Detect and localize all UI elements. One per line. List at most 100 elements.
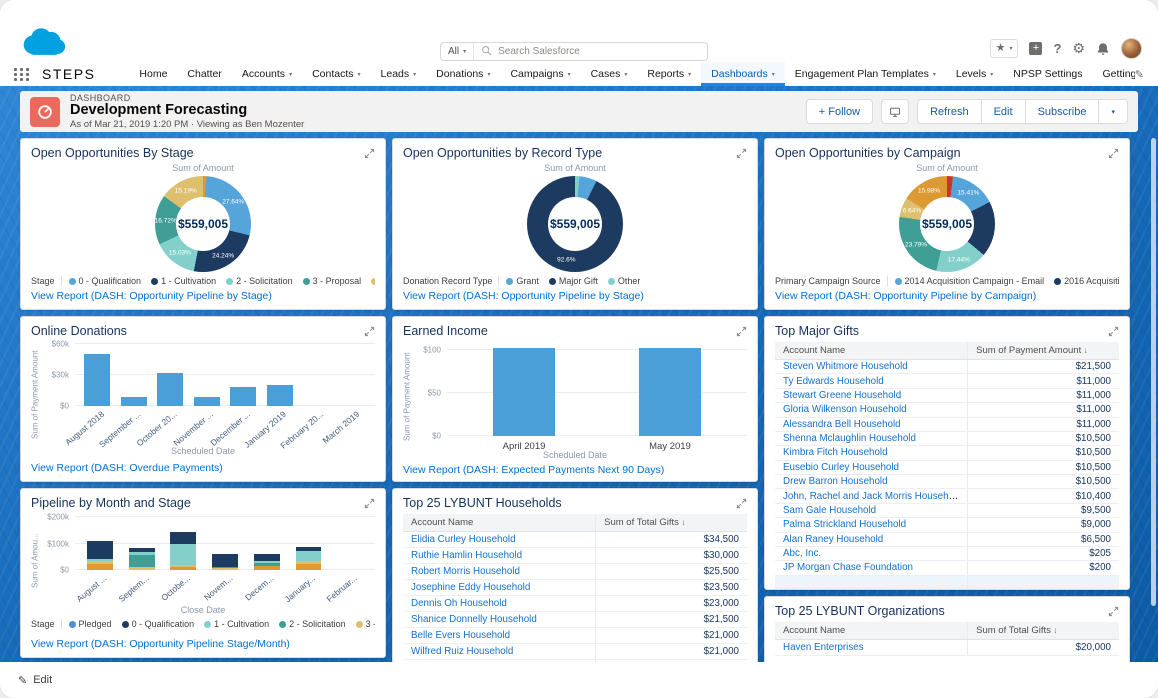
view-report-link[interactable]: View Report (DASH: Delinquent Accounts) <box>765 589 1129 590</box>
follow-button[interactable]: + Follow <box>805 99 874 124</box>
app-launcher-icon[interactable] <box>14 67 30 81</box>
nav-tab-accounts[interactable]: Accounts ▾ <box>241 68 293 80</box>
subscribe-button[interactable]: Subscribe <box>1025 99 1100 124</box>
stacked-bar[interactable] <box>295 516 322 570</box>
add-icon[interactable]: + <box>1029 42 1043 55</box>
slideshow-icon-button[interactable] <box>881 99 910 124</box>
account-link[interactable]: Haven Enterprises <box>783 642 864 653</box>
account-link[interactable]: Elidia Curley Household <box>411 534 516 545</box>
amount-cell: $30,000 <box>595 547 747 564</box>
account-link[interactable]: Ty Edwards Household <box>783 375 884 387</box>
bar[interactable] <box>193 396 220 406</box>
column-header[interactable]: Account Name <box>403 514 596 532</box>
account-link[interactable]: Eusebio Curley Household <box>783 461 899 473</box>
utility-icons: ★ ▾ + ? ⚙ <box>989 38 1142 59</box>
account-link[interactable]: Steven Whitmore Household <box>783 361 908 373</box>
column-header[interactable]: Sum of Payment Amount ↓ <box>967 342 1119 360</box>
expand-icon[interactable] <box>364 498 375 509</box>
bar[interactable] <box>230 387 257 406</box>
expand-icon[interactable] <box>364 148 375 159</box>
expand-icon[interactable] <box>736 326 747 337</box>
bar[interactable] <box>120 396 147 406</box>
account-link[interactable]: Alessandra Bell Household <box>783 418 901 430</box>
slice-percentage-label: 15.98% <box>917 187 940 195</box>
nav-tab-donations[interactable]: Donations ▾ <box>436 68 491 80</box>
nav-tab-dashboards[interactable]: Dashboards ▾ <box>701 62 785 86</box>
account-link[interactable]: Ruthie Hamlin Household <box>411 550 523 561</box>
stacked-bar[interactable] <box>212 516 238 570</box>
expand-icon[interactable] <box>1108 326 1119 337</box>
footer-edit-button[interactable]: Edit <box>33 674 53 686</box>
view-report-link[interactable]: View Report (DASH: Opportunity Pipeline … <box>31 638 290 650</box>
search-input[interactable] <box>492 46 707 57</box>
account-link[interactable]: Belle Evers Household <box>411 630 511 641</box>
stacked-bar[interactable] <box>253 516 280 570</box>
edit-button[interactable]: Edit <box>981 99 1026 124</box>
bar[interactable] <box>493 348 555 436</box>
view-report-link[interactable]: View Report (DASH: Opportunity Pipeline … <box>775 290 1037 302</box>
expand-icon[interactable] <box>736 498 747 509</box>
view-report-link[interactable]: View Report (DASH: Opportunity Pipeline … <box>403 290 644 302</box>
bar[interactable] <box>157 372 184 406</box>
donut-chart[interactable]: $559,005 92.6% <box>527 176 623 272</box>
nav-tab-npsp-settings[interactable]: NPSP Settings <box>1013 68 1083 80</box>
nav-tab-home[interactable]: Home <box>139 68 168 80</box>
avatar[interactable] <box>1121 38 1142 59</box>
nav-tab-contacts[interactable]: Contacts ▾ <box>312 68 361 80</box>
bar[interactable] <box>639 348 701 436</box>
column-header[interactable]: Sum of Total Gifts ↓ <box>595 514 747 532</box>
edit-nav-pencil-icon[interactable]: ✎ <box>1134 68 1144 81</box>
stacked-bar[interactable] <box>170 516 197 570</box>
stacked-bar[interactable] <box>86 516 113 570</box>
donut-chart[interactable]: $559,005 27.64% 24.24% 15.03% 16.72% 15.19% <box>155 176 251 272</box>
refresh-button[interactable]: Refresh <box>917 99 982 124</box>
account-link[interactable]: John, Rachel and Jack Morris Household <box>783 490 962 502</box>
account-link[interactable]: JP Morgan Chase Foundation <box>783 562 913 574</box>
favorites-button[interactable]: ★ ▾ <box>989 39 1019 58</box>
account-link[interactable]: Josephine Eddy Household <box>411 582 531 593</box>
account-link[interactable]: Dennis Oh Household <box>411 598 507 609</box>
account-link[interactable]: Alan Raney Household <box>783 533 884 545</box>
slice-percentage-label: 6.64% <box>902 207 922 215</box>
help-icon[interactable]: ? <box>1053 41 1062 56</box>
more-actions-button[interactable]: ▾ <box>1099 99 1128 124</box>
account-link[interactable]: Stewart Greene Household <box>783 389 902 401</box>
account-link[interactable]: Kimbra Fitch Household <box>783 447 888 459</box>
legend-dot <box>355 620 363 628</box>
account-link[interactable]: Drew Barron Household <box>783 476 888 488</box>
column-header[interactable]: Account Name <box>775 342 968 360</box>
nav-tab-leads[interactable]: Leads ▾ <box>380 68 417 80</box>
expand-icon[interactable] <box>1108 148 1119 159</box>
view-report-link[interactable]: View Report (DASH: Opportunity Pipeline … <box>31 290 272 302</box>
expand-icon[interactable] <box>364 326 375 337</box>
nav-tab-engagement-plan-templates[interactable]: Engagement Plan Templates ▾ <box>794 68 936 80</box>
nav-tab-getting-started[interactable]: Getting Started <box>1102 68 1135 80</box>
column-header[interactable]: Sum of Total Gifts ↓ <box>967 622 1119 640</box>
stacked-bar[interactable] <box>128 516 155 570</box>
account-link[interactable]: Gloria Wilkenson Household <box>783 404 907 416</box>
vertical-scrollbar[interactable] <box>1151 138 1156 606</box>
bar[interactable] <box>84 354 111 406</box>
column-header[interactable]: Account Name <box>775 622 968 640</box>
account-link[interactable]: Robert Morris Household <box>411 566 520 577</box>
account-link[interactable]: Wilfred Ruiz Household <box>411 646 514 657</box>
nav-tab-cases[interactable]: Cases ▾ <box>590 68 628 80</box>
gear-icon[interactable]: ⚙ <box>1072 40 1085 56</box>
bar[interactable] <box>266 385 293 406</box>
nav-tab-reports[interactable]: Reports ▾ <box>647 68 692 80</box>
search-scope-selector[interactable]: All ▾ <box>441 43 475 60</box>
account-link[interactable]: Shanice Donnelly Household <box>411 614 537 625</box>
bell-icon[interactable] <box>1096 42 1110 56</box>
nav-tab-chatter[interactable]: Chatter <box>187 68 222 80</box>
account-link[interactable]: Palma Strickland Household <box>783 519 907 531</box>
donut-chart[interactable]: $559,005 15.41% 17.44% 23.79% 6.64% 15.98% <box>899 176 995 272</box>
view-report-link[interactable]: View Report (DASH: Expected Payments Nex… <box>403 464 665 476</box>
expand-icon[interactable] <box>736 148 747 159</box>
account-link[interactable]: Shenna Mclaughlin Household <box>783 433 916 445</box>
expand-icon[interactable] <box>1108 606 1119 617</box>
nav-tab-levels[interactable]: Levels ▾ <box>955 68 994 80</box>
account-link[interactable]: Sam Gale Household <box>783 504 877 516</box>
nav-tab-campaigns[interactable]: Campaigns ▾ <box>510 68 571 80</box>
account-link[interactable]: Abc, Inc. <box>783 548 822 560</box>
view-report-link[interactable]: View Report (DASH: Overdue Payments) <box>31 462 223 474</box>
